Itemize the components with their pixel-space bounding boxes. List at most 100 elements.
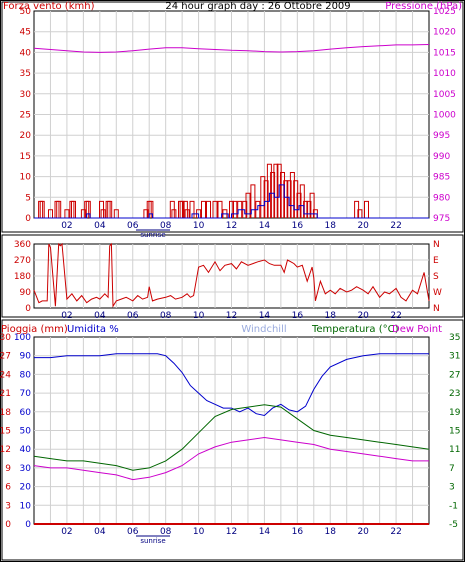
x-tick-label: 18: [325, 221, 337, 231]
x-tick-label: 04: [94, 311, 106, 321]
right-axis-tick: N: [433, 240, 440, 250]
left-axis-tick: 3: [5, 501, 11, 511]
x-tick-label: 12: [226, 527, 237, 537]
wind-gust-bar: [263, 180, 269, 218]
wind-gust-bar: [260, 176, 266, 218]
wind-direction-line: [33, 242, 430, 308]
left-axis-tick: 80: [20, 370, 32, 380]
x-tick-label: 14: [259, 221, 271, 231]
left-axis-tick: 5: [25, 193, 31, 203]
wind-gust-bar: [286, 180, 292, 218]
wind-average-line: [34, 184, 429, 219]
x-tick-label: 12: [226, 311, 237, 321]
dew-point-line: [33, 436, 429, 481]
wind-gust-bar: [276, 163, 282, 218]
x-tick-label: 10: [193, 527, 205, 537]
left-axis-tick: 30: [0, 333, 11, 343]
left-axis-tick: 45: [20, 28, 31, 38]
x-tick-label: 16: [292, 221, 304, 231]
x-tick-label: 10: [193, 221, 205, 231]
x-tick-label: 20: [357, 527, 369, 537]
wind-gust-bar: [250, 184, 256, 218]
x-tick-label: 04: [94, 221, 106, 231]
left-axis-tick: 6: [5, 483, 11, 493]
windchill-label: Windchill: [241, 324, 286, 335]
right-axis-tick: 1010: [433, 69, 456, 79]
left-axis-tick: 0: [5, 520, 11, 530]
left-axis-tick: 9: [5, 464, 11, 474]
x-tick-label: 06: [127, 527, 139, 537]
right-axis-tick: 19: [449, 408, 461, 418]
left-axis-tick: 10: [20, 501, 32, 511]
right-axis-tick: 7: [449, 464, 455, 474]
left-axis-tick: 30: [20, 90, 32, 100]
left-axis-tick: 180: [14, 272, 31, 282]
wind-gust-bar: [56, 200, 62, 218]
right-axis-tick: 11: [449, 445, 460, 455]
right-axis-tick: 3: [449, 483, 455, 493]
left-axis-title: Forza vento (kmh): [3, 1, 95, 12]
wind-gust-bar: [64, 209, 70, 218]
right-axis-tick: 23: [449, 389, 460, 399]
temperature-axis-title: Temperatura (°C): [311, 324, 399, 335]
left-axis-tick: 360: [14, 240, 31, 250]
right-axis-tick: 990: [433, 152, 450, 162]
left-axis-tick: 10: [20, 173, 32, 183]
right-axis-tick: W: [433, 288, 442, 298]
rain-axis-title: Pioggia (mm): [1, 324, 68, 335]
sunrise-label: sunrise: [140, 231, 165, 239]
x-tick-label: 18: [325, 527, 337, 537]
wind-gust-bar: [39, 200, 45, 218]
wind-gust-bar: [217, 200, 223, 218]
right-axis-tick: N: [433, 304, 440, 314]
left-axis-tick: 90: [20, 288, 32, 298]
wind-gust-bar: [113, 209, 119, 218]
humidity-line: [34, 353, 429, 417]
left-axis-tick: 18: [0, 408, 11, 418]
right-axis-tick: 31: [449, 352, 460, 362]
left-axis-tick: 40: [20, 48, 32, 58]
left-axis-tick: 20: [20, 131, 32, 141]
x-tick-label: 14: [259, 527, 271, 537]
left-axis-tick: 35: [20, 69, 31, 79]
left-axis-tick: 90: [20, 352, 32, 362]
wind-gust-bar: [201, 200, 206, 218]
left-axis-tick: 15: [20, 152, 31, 162]
right-axis-tick: -1: [449, 501, 458, 511]
right-axis-tick: 1025: [433, 7, 456, 17]
wind-gust-bar: [48, 209, 53, 218]
wind-gust-bar: [266, 163, 272, 218]
panel-1-border: [1, 1, 464, 233]
left-axis-tick: 100: [14, 333, 31, 343]
x-tick-label: 12: [226, 221, 237, 231]
right-axis-tick: 995: [433, 131, 450, 141]
right-axis-tick: 985: [433, 173, 450, 183]
x-tick-label: 06: [127, 221, 139, 231]
panel-3-border: [1, 319, 464, 561]
left-axis-tick: 0: [25, 520, 31, 530]
wind-gust-bar: [71, 200, 76, 218]
wind-gust-bar: [232, 200, 238, 218]
x-tick-label: 08: [160, 527, 172, 537]
right-axis-tick: E: [433, 256, 439, 266]
right-axis-tick: 27: [449, 370, 460, 380]
right-axis-tick: 1015: [433, 48, 456, 58]
humidity-axis-title: Umidita %: [67, 324, 119, 335]
x-tick-label: 02: [61, 527, 72, 537]
wind-gust-bar: [229, 200, 234, 218]
left-axis-tick: 60: [20, 408, 32, 418]
left-axis-tick: 30: [20, 464, 32, 474]
left-axis-tick: 40: [20, 445, 32, 455]
wind-gust-bar: [179, 200, 185, 218]
x-tick-label: 02: [61, 221, 72, 231]
left-axis-tick: 70: [20, 389, 32, 399]
x-tick-label: 22: [390, 311, 401, 321]
wind-gust-bar: [184, 209, 190, 218]
x-tick-label: 08: [160, 311, 172, 321]
x-tick-label: 22: [390, 221, 401, 231]
right-axis-tick: 980: [433, 193, 450, 203]
wind-gust-bar: [245, 192, 251, 218]
x-tick-label: 20: [357, 221, 369, 231]
